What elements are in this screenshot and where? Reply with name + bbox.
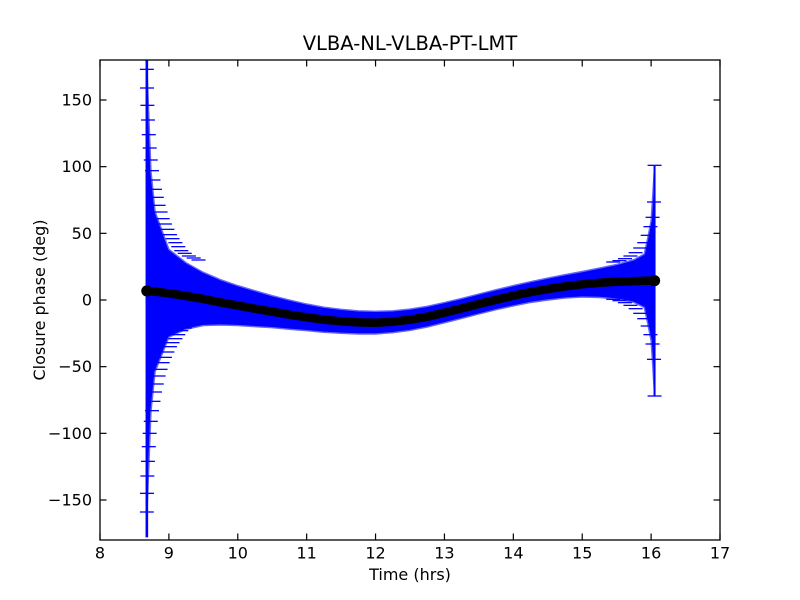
axis-ticks-layer [99, 60, 721, 540]
closure-phase-curve [142, 276, 659, 327]
x-tick-label: 10 [228, 544, 248, 563]
x-tick-label: 15 [572, 544, 592, 563]
axis-tick-labels-layer: 8 9 10 11 12 13 14 15 16 17 −150 −100 −50 0 50 100 150 [48, 91, 730, 563]
y-tick-label: −50 [58, 357, 92, 376]
x-tick-label: 9 [164, 544, 174, 563]
x-tick-label: 16 [641, 544, 661, 563]
data-point-marker-end [648, 275, 661, 287]
y-tick-label: −150 [48, 491, 92, 510]
y-tick-label: 50 [72, 224, 92, 243]
data-curve-layer [141, 275, 661, 327]
plot-title: VLBA-NL-VLBA-PT-LMT [303, 32, 518, 55]
x-tick-label: 11 [296, 544, 316, 563]
x-tick-label: 13 [434, 544, 454, 563]
y-tick-label: 0 [82, 291, 92, 310]
x-tick-label: 8 [95, 544, 105, 563]
x-axis-label: Time (hrs) [368, 565, 451, 584]
x-tick-label: 17 [710, 544, 730, 563]
y-axis-label: Closure phase (deg) [30, 219, 49, 380]
x-tick-label: 12 [365, 544, 385, 563]
y-tick-label: 100 [61, 157, 92, 176]
data-point-marker-start [141, 285, 153, 297]
x-tick-label: 14 [503, 544, 523, 563]
y-tick-label: −100 [48, 424, 92, 443]
y-tick-label: 150 [61, 91, 92, 110]
